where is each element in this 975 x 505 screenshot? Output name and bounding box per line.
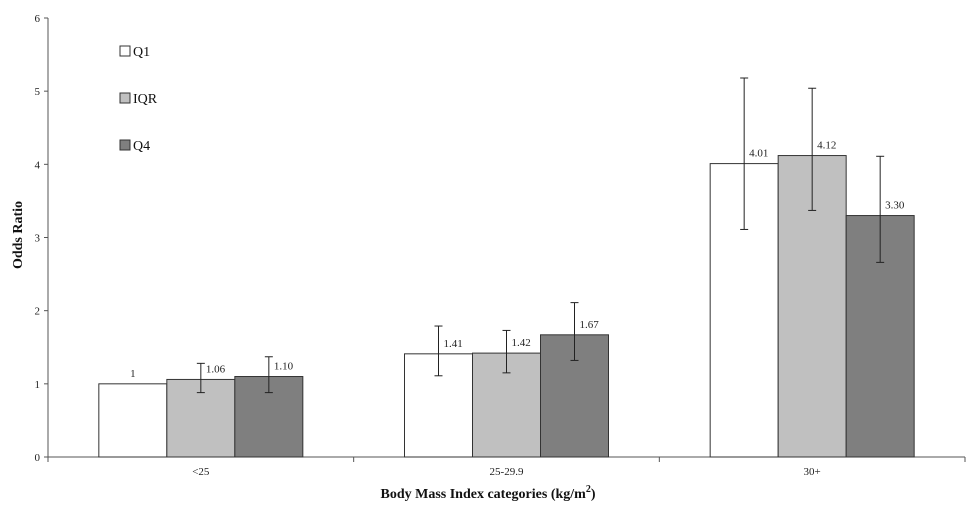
y-tick-label: 3 [35,233,41,245]
x-axis-title-superscript: 2 [586,484,591,495]
x-axis-title-main: Body Mass Index categories (kg/m [381,487,587,502]
data-label: 1.10 [274,361,294,373]
legend-swatch [119,45,131,57]
y-tick-label: 6 [35,13,41,25]
x-axis-title: Body Mass Index categories (kg/m2) [381,484,596,502]
bar [98,383,168,458]
legend-swatch [119,139,131,151]
legend-swatch [119,92,131,104]
y-tick-label: 4 [35,159,41,171]
chart-bars [98,155,915,458]
data-label: 4.12 [817,140,836,152]
chart-data-labels: 1 1.06 1.10 1.41 1.42 1.67 4.01 4.12 3.30 [130,140,905,380]
x-tick-label: 30+ [804,466,821,478]
chart-legend: Q1 IQR Q4 [119,45,158,154]
data-label: 3.30 [885,200,905,212]
legend-label: IQR [133,92,158,107]
data-label: 1.42 [512,337,531,349]
legend-label: Q4 [133,139,150,154]
y-tick-label: 0 [35,452,41,464]
chart-error-bars [196,77,885,394]
x-axis-title-end: ) [591,487,596,502]
legend-label: Q1 [133,45,150,60]
y-axis-title: Odds Ratio [11,201,26,269]
y-tick-label: 5 [35,86,41,98]
data-label: 1.06 [206,363,226,375]
data-label: 1.41 [444,338,463,350]
y-tick-label: 1 [35,379,41,391]
data-label: 1.67 [580,319,600,331]
x-tick-label: <25 [192,466,210,478]
x-tick-label: 25-29.9 [490,466,524,478]
bar [234,376,304,458]
y-tick-label: 2 [35,306,41,318]
data-label: 4.01 [749,148,768,160]
data-label: 1 [130,368,136,380]
